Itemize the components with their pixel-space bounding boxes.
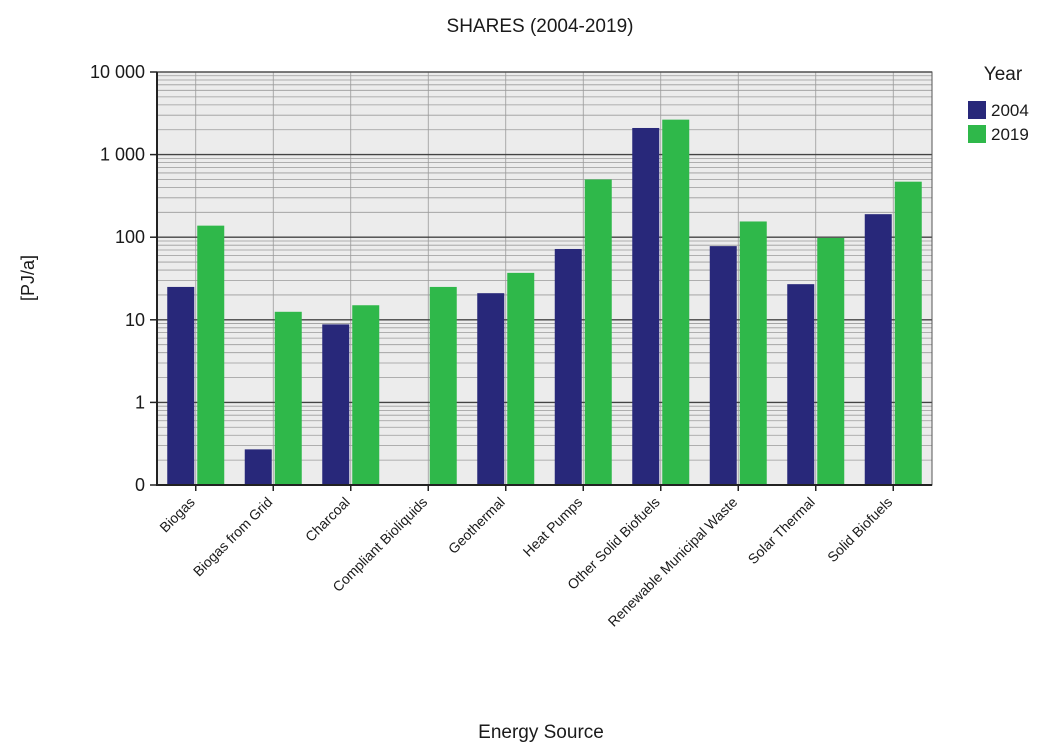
legend: Year 2004 2019 xyxy=(968,64,1029,144)
x-tick-label: Biogas from Grid xyxy=(190,494,276,580)
bar-2004-solar-thermal xyxy=(787,284,815,485)
bar-2004-biogas xyxy=(167,286,195,485)
legend-swatch-2019 xyxy=(968,125,986,143)
bar-2019-compliant-bioliquids xyxy=(429,286,457,485)
bar-2019-solar-thermal xyxy=(817,237,845,485)
legend-label-2004: 2004 xyxy=(991,101,1029,120)
x-axis-label: Energy Source xyxy=(478,722,604,743)
legend-title: Year xyxy=(984,64,1023,85)
bar-2019-geothermal xyxy=(507,272,535,485)
y-tick-labels: 0 1 10 100 1 000 10 000 xyxy=(90,62,145,495)
y-tick-label: 1 xyxy=(135,392,145,412)
bar-2004-heat-pumps xyxy=(554,248,582,485)
bars xyxy=(167,119,922,486)
x-tick-label: Solid Biofuels xyxy=(824,494,895,565)
bar-2019-biogas-from-grid xyxy=(274,311,302,485)
x-tick-label: Renewable Municipal Waste xyxy=(605,494,741,630)
bar-2019-charcoal xyxy=(352,305,380,485)
y-tick-label: 1 000 xyxy=(100,145,145,165)
x-tick-label: Biogas xyxy=(156,494,198,536)
bar-2019-biogas xyxy=(197,225,225,485)
legend-label-2019: 2019 xyxy=(991,125,1029,144)
y-tick-label: 10 xyxy=(125,310,145,330)
y-axis-label: [PJ/a] xyxy=(18,255,38,301)
chart-title: SHARES (2004-2019) xyxy=(447,16,634,37)
bar-2019-heat-pumps xyxy=(584,179,612,485)
legend-swatch-2004 xyxy=(968,101,986,119)
x-tick-label: Geothermal xyxy=(445,494,508,557)
bar-2019-other-solid-biofuels xyxy=(662,119,690,485)
bar-2019-solid-biofuels xyxy=(894,181,922,485)
x-tick-label: Charcoal xyxy=(302,494,353,545)
bar-2004-other-solid-biofuels xyxy=(632,127,660,486)
bar-2004-biogas-from-grid xyxy=(244,449,272,485)
y-tick-label: 100 xyxy=(115,227,145,247)
bar-2019-renewable-municipal-waste xyxy=(739,221,767,485)
y-tick-label: 0 xyxy=(135,475,145,495)
x-tick-label: Heat Pumps xyxy=(520,494,586,560)
axes xyxy=(150,71,933,491)
x-tick-label: Solar Thermal xyxy=(745,494,818,567)
bar-2004-solid-biofuels xyxy=(864,214,892,485)
bar-2004-renewable-municipal-waste xyxy=(709,246,737,485)
bar-2004-charcoal xyxy=(322,324,350,485)
y-tick-label: 10 000 xyxy=(90,62,145,82)
bar-2004-geothermal xyxy=(477,293,505,485)
